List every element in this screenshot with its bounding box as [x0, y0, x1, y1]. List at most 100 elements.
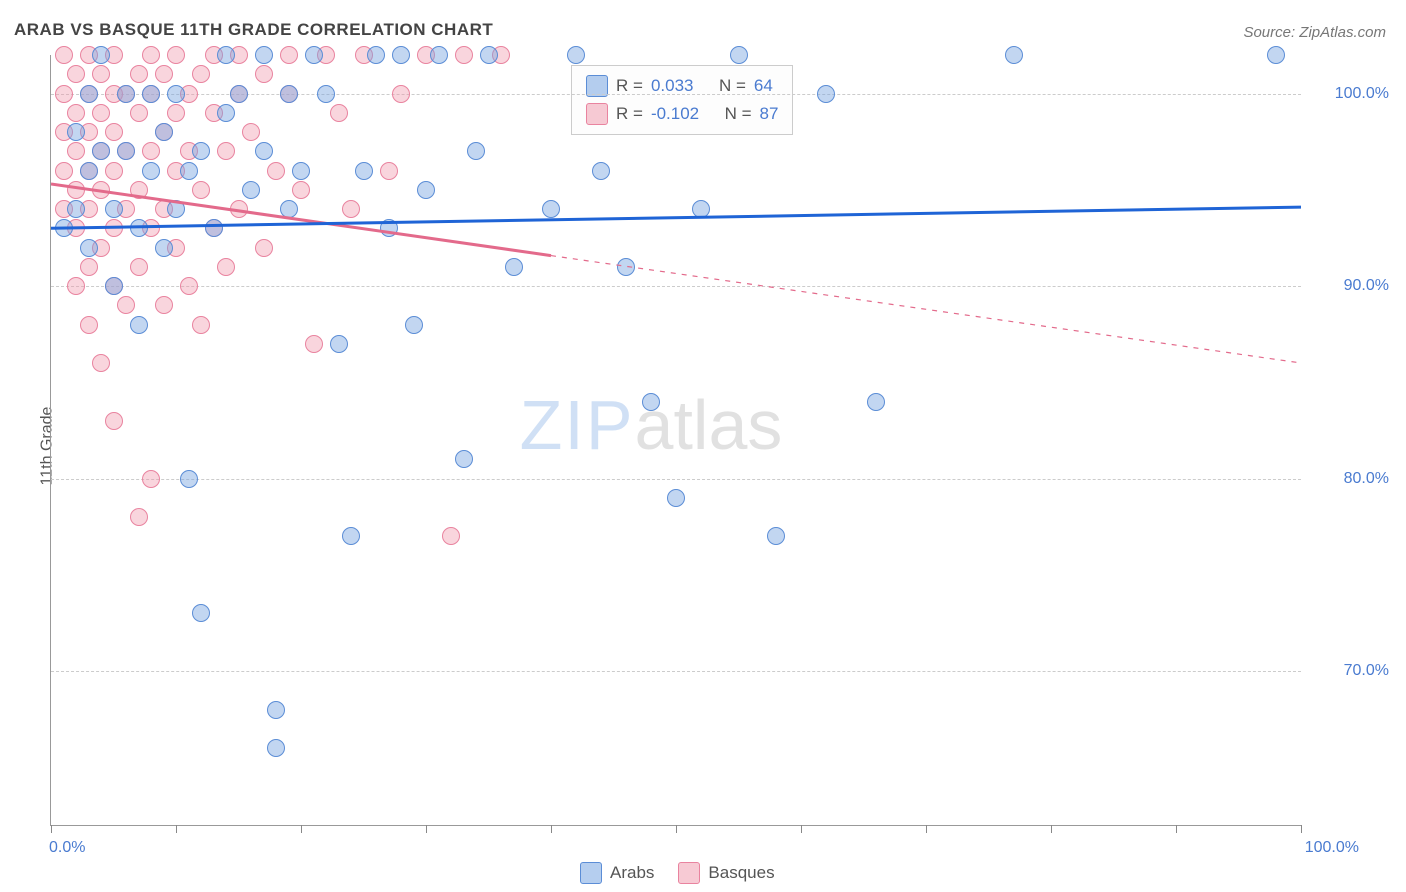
marker-basques — [217, 258, 235, 276]
legend-label-arabs: Arabs — [610, 863, 654, 883]
marker-arabs — [430, 46, 448, 64]
marker-arabs — [155, 123, 173, 141]
marker-arabs — [217, 46, 235, 64]
marker-arabs — [280, 85, 298, 103]
marker-basques — [55, 85, 73, 103]
marker-basques — [142, 470, 160, 488]
basques-r-value: -0.102 — [651, 104, 699, 124]
marker-arabs — [305, 46, 323, 64]
marker-basques — [180, 277, 198, 295]
marker-arabs — [1267, 46, 1285, 64]
marker-arabs — [455, 450, 473, 468]
x-tick — [801, 825, 802, 833]
marker-basques — [130, 104, 148, 122]
marker-basques — [105, 219, 123, 237]
marker-basques — [330, 104, 348, 122]
plot-area: ZIPatlas R = 0.033 N = 64 R = -0.102 N =… — [50, 55, 1301, 826]
marker-basques — [255, 239, 273, 257]
marker-basques — [167, 46, 185, 64]
marker-arabs — [55, 219, 73, 237]
marker-basques — [242, 123, 260, 141]
marker-arabs — [67, 200, 85, 218]
marker-arabs — [105, 200, 123, 218]
marker-arabs — [142, 162, 160, 180]
marker-arabs — [692, 200, 710, 218]
marker-arabs — [767, 527, 785, 545]
x-tick — [1176, 825, 1177, 833]
marker-basques — [92, 354, 110, 372]
marker-arabs — [217, 104, 235, 122]
marker-basques — [380, 162, 398, 180]
marker-arabs — [342, 527, 360, 545]
marker-arabs — [167, 200, 185, 218]
marker-basques — [92, 65, 110, 83]
x-tick — [301, 825, 302, 833]
gridline — [51, 671, 1301, 672]
marker-arabs — [180, 162, 198, 180]
gridline — [51, 479, 1301, 480]
x-tick — [551, 825, 552, 833]
swatch-pink-icon — [586, 103, 608, 125]
marker-arabs — [867, 393, 885, 411]
marker-arabs — [67, 123, 85, 141]
basques-n-value: 87 — [760, 104, 779, 124]
marker-basques — [192, 316, 210, 334]
marker-arabs — [380, 219, 398, 237]
y-tick-label: 80.0% — [1309, 470, 1389, 488]
series-legend: Arabs Basques — [580, 862, 775, 884]
marker-arabs — [667, 489, 685, 507]
marker-arabs — [180, 470, 198, 488]
marker-basques — [67, 181, 85, 199]
marker-basques — [67, 277, 85, 295]
legend-row-arabs: R = 0.033 N = 64 — [586, 72, 778, 100]
n-label: N = — [725, 104, 752, 124]
marker-basques — [267, 162, 285, 180]
gridline — [51, 286, 1301, 287]
x-tick — [676, 825, 677, 833]
marker-arabs — [592, 162, 610, 180]
legend-item-basques: Basques — [678, 862, 774, 884]
marker-basques — [92, 104, 110, 122]
swatch-blue-icon — [580, 862, 602, 884]
marker-arabs — [255, 142, 273, 160]
x-tick — [926, 825, 927, 833]
r-label: R = — [616, 104, 643, 124]
marker-basques — [292, 181, 310, 199]
marker-arabs — [242, 181, 260, 199]
marker-arabs — [542, 200, 560, 218]
marker-arabs — [80, 85, 98, 103]
marker-basques — [155, 65, 173, 83]
marker-arabs — [292, 162, 310, 180]
marker-basques — [130, 65, 148, 83]
marker-basques — [217, 142, 235, 160]
marker-arabs — [130, 219, 148, 237]
marker-basques — [192, 65, 210, 83]
marker-arabs — [192, 142, 210, 160]
x-tick-label: 100.0% — [1305, 839, 1359, 857]
y-tick-label: 90.0% — [1309, 277, 1389, 295]
marker-arabs — [205, 219, 223, 237]
marker-basques — [105, 162, 123, 180]
marker-arabs — [642, 393, 660, 411]
marker-basques — [167, 104, 185, 122]
marker-basques — [55, 46, 73, 64]
marker-basques — [67, 142, 85, 160]
marker-arabs — [817, 85, 835, 103]
marker-basques — [305, 335, 323, 353]
marker-arabs — [467, 142, 485, 160]
marker-arabs — [105, 277, 123, 295]
marker-arabs — [317, 85, 335, 103]
marker-arabs — [567, 46, 585, 64]
marker-arabs — [92, 46, 110, 64]
marker-arabs — [267, 739, 285, 757]
marker-arabs — [405, 316, 423, 334]
marker-basques — [280, 46, 298, 64]
swatch-pink-icon — [678, 862, 700, 884]
marker-basques — [442, 527, 460, 545]
marker-basques — [105, 123, 123, 141]
marker-basques — [130, 258, 148, 276]
marker-basques — [455, 46, 473, 64]
marker-basques — [130, 181, 148, 199]
y-tick-label: 70.0% — [1309, 662, 1389, 680]
marker-arabs — [192, 604, 210, 622]
